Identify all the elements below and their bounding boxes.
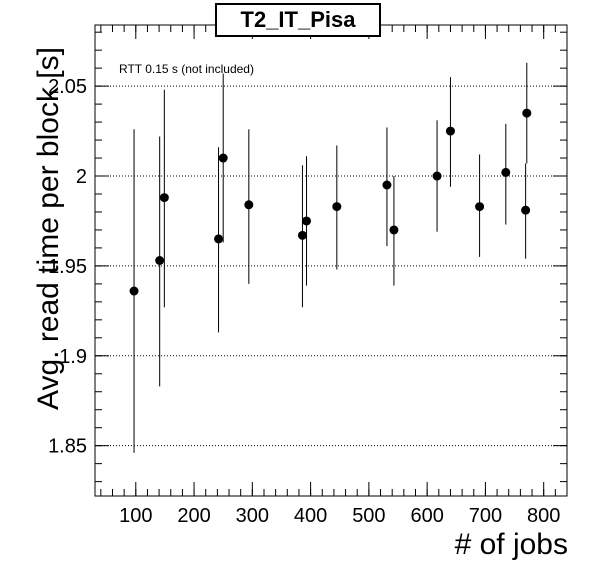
data-point: [332, 202, 342, 212]
data-point: [155, 256, 165, 265]
grid-lines: [95, 85, 567, 447]
x-tick-label: 500: [352, 505, 385, 527]
x-axis-label: # of jobs: [454, 528, 568, 561]
data-point: [501, 167, 511, 177]
x-tick-label: 600: [410, 505, 443, 527]
y-axis-label: Avg. read time per block [s]: [32, 47, 65, 410]
data-point: [389, 225, 399, 235]
y-tick-label: 1.85: [48, 436, 87, 458]
x-tick-label: 100: [119, 505, 152, 527]
minor-ticks: [95, 25, 568, 496]
y-tick-label: 1.9: [59, 346, 87, 368]
x-tick-label: 400: [294, 505, 327, 527]
data-point: [129, 286, 139, 296]
plot-frame: [94, 24, 568, 497]
x-tick-label: 700: [469, 505, 502, 527]
data-point: [302, 216, 312, 226]
data-point: [159, 193, 169, 203]
major-ticks: [95, 25, 567, 496]
rtt-annotation: RTT 0.15 s (not included): [119, 62, 254, 76]
y-tick-label: 2.05: [48, 76, 87, 98]
tick-labels: 1.85 1.9 1.95 2 2.05 100 200 300 400 500 600 700 800: [48, 76, 560, 527]
data-point: [297, 230, 307, 240]
y-tick-label: 2: [76, 166, 87, 188]
chart-title: T2_IT_Pisa: [215, 3, 381, 37]
data-point: [445, 126, 455, 136]
data-point: [218, 153, 228, 163]
x-tick-label: 800: [527, 505, 560, 527]
data-point: [244, 200, 254, 210]
data-points: [129, 62, 532, 453]
data-point: [382, 180, 392, 190]
x-tick-label: 300: [236, 505, 269, 527]
data-point: [214, 234, 224, 244]
data-point: [521, 205, 531, 215]
x-tick-label: 200: [177, 505, 210, 527]
data-point: [522, 108, 532, 118]
data-point: [432, 171, 442, 181]
data-point: [475, 202, 485, 212]
y-tick-label: 1.95: [48, 256, 87, 278]
